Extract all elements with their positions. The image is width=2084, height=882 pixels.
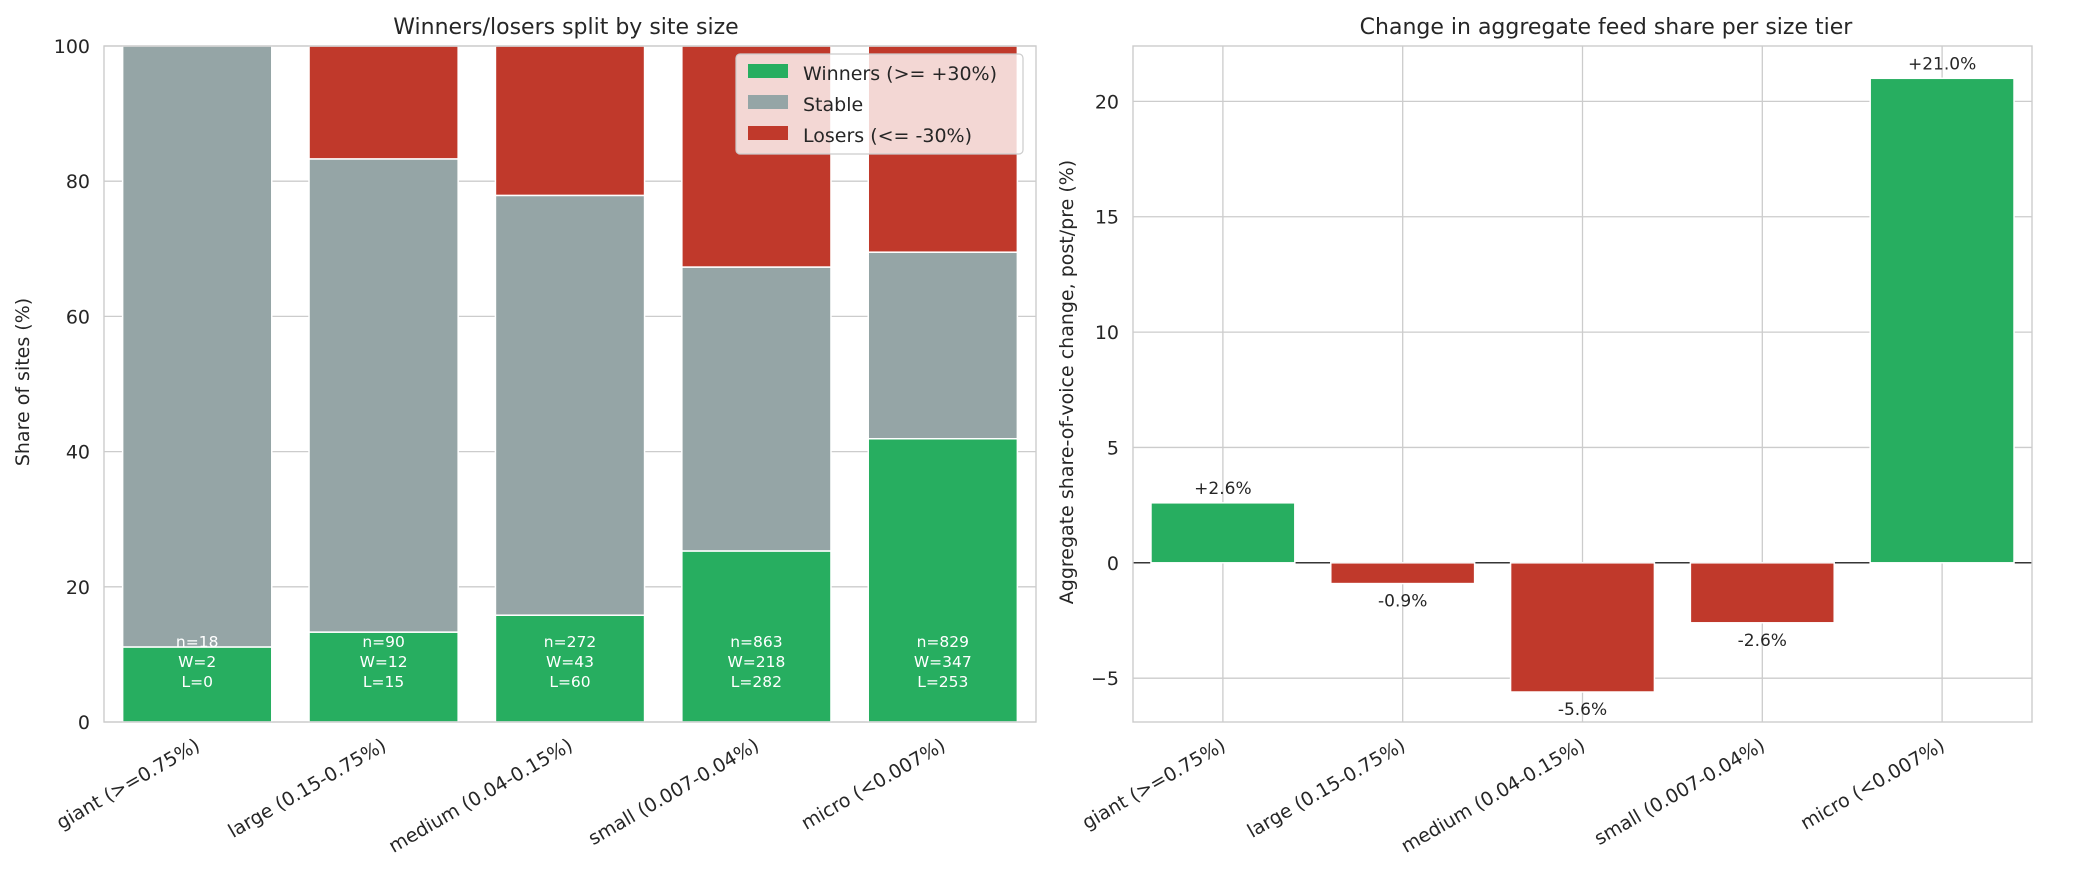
legend-swatch-stable [748,95,788,109]
right-chart-title: Change in aggregate feed share per size … [1360,15,1854,40]
bar-stable [308,158,459,633]
legend: Winners (>= +30%) Stable Losers (<= -30%… [735,53,1024,155]
left-y-tick-label: 20 [66,577,90,599]
right-y-tick-label: 5 [1107,437,1119,459]
bar-value-label: -5.6% [1558,700,1607,720]
right-y-axis-label: Aggregate share-of-voice change, post/pr… [1056,160,1078,604]
left-y-axis-label: Share of sites (%) [12,298,34,466]
bar-annotation-n: n=829 [917,633,969,651]
bar-winners [308,631,459,723]
bar-positive [1150,502,1296,564]
bar-annotation-l: L=15 [363,673,404,691]
bar-annotation-l: L=0 [181,673,212,691]
bar-value-label: +21.0% [1908,54,1976,74]
bar-annotation-n: n=272 [544,633,596,651]
right-y-tick-label: 0 [1107,553,1119,575]
bar-value-label: +2.6% [1194,479,1251,499]
bar-negative [1330,562,1476,585]
bar-annotation-w: W=43 [546,653,594,671]
bar-positive [1869,77,2015,564]
bar-stable [494,194,646,616]
legend-swatch-losers [748,126,788,140]
bar-winners [681,550,832,723]
bar-annotation-l: L=60 [549,673,590,691]
bar-winners [494,614,646,723]
bar-annotation-w: W=2 [178,653,216,671]
right-y-tick-label: 15 [1095,207,1119,229]
left-y-tick-label: 40 [66,442,90,464]
legend-label-winners: Winners (>= +30%) [803,63,997,85]
legend-label-losers: Losers (<= -30%) [803,125,972,147]
bar-negative [1689,562,1835,624]
bar-losers [494,45,646,197]
legend-swatch-winners [748,64,788,78]
bar-stable [867,251,1019,440]
right-y-tick-label: 20 [1095,91,1119,113]
bar-stable [121,45,273,648]
bar-annotation-n: n=90 [362,633,405,651]
left-y-tick-label: 60 [66,306,90,328]
bar-losers [308,45,459,160]
left-chart-title: Winners/losers split by site size [393,15,738,40]
bar-annotation-l: L=253 [917,673,968,691]
left-plot-frame [103,45,1037,723]
bar-annotation-n: n=863 [730,633,782,651]
bar-annotation-n: n=18 [176,633,219,651]
right-plot-frame [1132,45,2033,723]
left-y-tick-label: 80 [66,171,90,193]
bar-value-label: -2.6% [1738,631,1787,651]
left-y-tick-label: 100 [54,36,90,58]
bar-annotation-w: W=218 [727,653,785,671]
bar-annotation-l: L=282 [731,673,782,691]
bar-annotation-w: W=12 [360,653,408,671]
right-y-tick-label: −5 [1091,668,1119,690]
legend-box [735,53,1024,155]
right-y-tick-label: 10 [1095,322,1119,344]
bar-annotation-w: W=347 [914,653,972,671]
bar-stable [681,266,832,552]
left-y-tick-label: 0 [78,712,90,734]
bar-negative [1509,562,1656,693]
bar-value-label: -0.9% [1378,592,1427,612]
legend-label-stable: Stable [803,94,863,116]
